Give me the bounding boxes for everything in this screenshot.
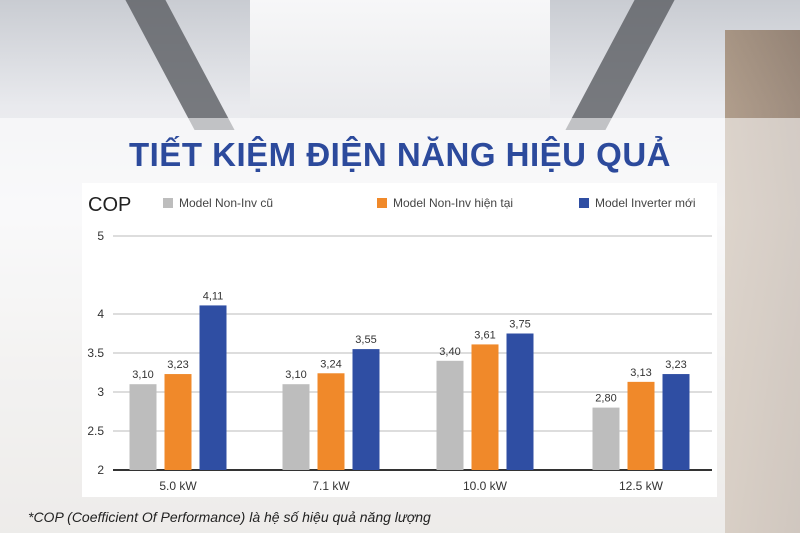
data-label: 2,80 (595, 393, 616, 405)
y-tick-label: 3.5 (87, 346, 104, 360)
legend-swatch (163, 198, 173, 208)
x-tick-label: 5.0 kW (159, 479, 197, 493)
data-label: 3,75 (509, 319, 530, 331)
bar (592, 407, 620, 470)
data-label: 3,61 (474, 329, 495, 341)
legend-label: Model Non-Inv cũ (179, 196, 273, 210)
data-label: 3,23 (167, 359, 188, 371)
bar (662, 374, 690, 470)
bar (506, 333, 534, 470)
bar (471, 344, 499, 470)
data-label: 3,24 (320, 358, 341, 370)
legend-label: Model Non-Inv hiện tại (393, 196, 513, 210)
legend-swatch (377, 198, 387, 208)
data-label: 3,13 (630, 367, 651, 379)
y-axis-label: COP (88, 194, 131, 216)
data-label: 4,11 (203, 290, 224, 302)
data-label: 3,10 (132, 369, 153, 381)
y-tick-label: 4 (97, 307, 104, 321)
data-label: 3,10 (285, 369, 306, 381)
page-title: TIẾT KIỆM ĐIỆN NĂNG HIỆU QUẢ (128, 136, 672, 173)
data-label: 3,23 (665, 359, 686, 371)
footnote: *COP (Coefficient Of Performance) là hệ … (28, 509, 431, 525)
background-ceiling (250, 0, 550, 120)
bar (627, 381, 655, 470)
y-tick-label: 5 (97, 229, 104, 243)
y-tick-label: 2 (97, 463, 104, 477)
y-tick-label: 2.5 (87, 424, 104, 438)
legend-swatch (579, 198, 589, 208)
bar (129, 384, 157, 470)
x-tick-label: 12.5 kW (619, 479, 664, 493)
bar (199, 305, 227, 470)
data-label: 3,55 (355, 334, 376, 346)
x-tick-label: 7.1 kW (312, 479, 350, 493)
bar (436, 360, 464, 470)
x-tick-label: 10.0 kW (463, 479, 508, 493)
data-label: 3,40 (439, 346, 460, 358)
legend-label: Model Inverter mới (595, 196, 696, 210)
bar (352, 349, 380, 470)
bar (317, 373, 345, 470)
bar (164, 374, 192, 470)
y-tick-label: 3 (97, 385, 104, 399)
bar (282, 384, 310, 470)
